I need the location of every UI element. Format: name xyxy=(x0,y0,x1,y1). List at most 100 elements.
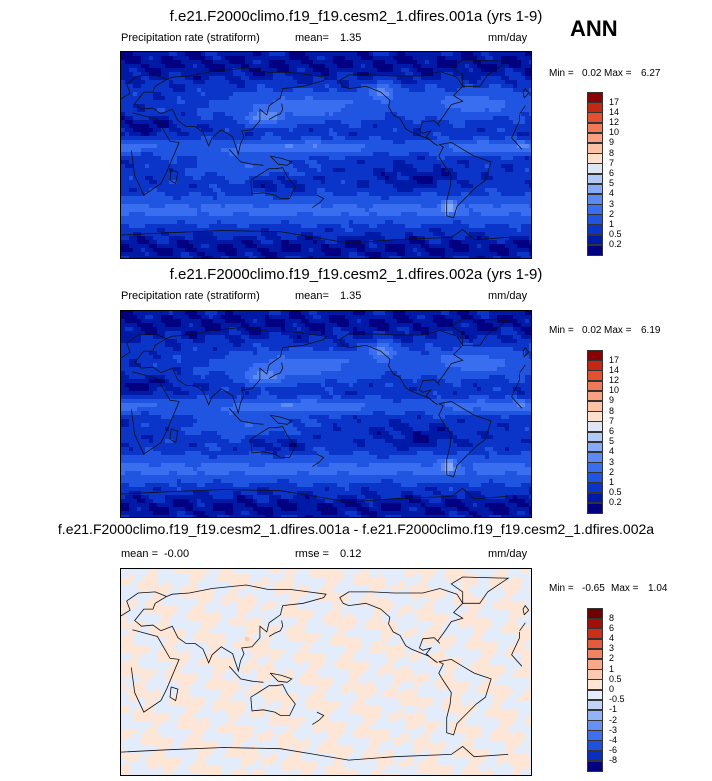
panel2-colorbar-cell xyxy=(587,482,603,494)
panel3-colorbar-cell xyxy=(587,628,603,640)
panel2-mean-label: mean= xyxy=(295,290,329,302)
panel2-max-label: Max = xyxy=(604,325,632,336)
panel3-colorbar-label: 6 xyxy=(609,622,615,633)
panel3-max-label: Max = xyxy=(611,583,639,594)
panel1-title: f.e21.F2000climo.f19_f19.cesm2_1.dfires.… xyxy=(169,8,543,25)
panel3-colorbar-label: 2 xyxy=(609,653,615,664)
panel3-colorbar-label: -4 xyxy=(609,734,618,745)
panel2-colorbar-cell xyxy=(587,400,603,412)
panel1-colorbar-cell xyxy=(587,183,603,195)
panel3-colorbar-cell xyxy=(587,669,603,680)
panel2-colorbar-cell xyxy=(587,411,603,422)
panel1-colorbar-cell xyxy=(587,193,603,205)
panel3-colorbar-label: 8 xyxy=(609,612,615,623)
panel3-colorbar-cell xyxy=(587,648,603,660)
panel2-colorbar-cell xyxy=(587,370,603,382)
panel1-variable-label: Precipitation rate (stratiform) xyxy=(121,32,260,44)
panel1-colorbar-cell xyxy=(587,244,603,256)
panel3-colorbar-cell xyxy=(587,658,603,670)
panel3-colorbar-label: 4 xyxy=(609,633,615,644)
panel1-mean-value: 1.35 xyxy=(340,32,362,44)
panel2-colorbar-cell xyxy=(587,472,603,483)
panel1-colorbar-cell xyxy=(587,204,603,215)
panel3-max-value: 1.04 xyxy=(648,583,668,594)
panel1-colorbar: 17 14 12 10 9 8 7 6 5 4 3 2 1 0.5 0.2 xyxy=(587,92,647,256)
panel1-colorbar-cell xyxy=(587,92,603,103)
panel2-colorbar-label: 5 xyxy=(609,436,615,447)
panel2-colorbar-cell xyxy=(587,390,603,402)
panel3-colorbar-label: 0 xyxy=(609,684,615,694)
panel3-colorbar-cell xyxy=(587,709,603,721)
panel2-colorbar-label: 3 xyxy=(609,456,615,467)
panel2-colorbar-label: 10 xyxy=(609,385,620,396)
panel1-colorbar-cell xyxy=(587,214,603,225)
panel1-colorbar-label: 0.2 xyxy=(609,239,622,250)
panel1-colorbar-label: 14 xyxy=(609,106,620,117)
panel2-colorbar-label: 0.2 xyxy=(609,497,622,508)
panel2-title: f.e21.F2000climo.f19_f19.cesm2_1.dfires.… xyxy=(169,266,543,283)
panel1-max-value: 6.27 xyxy=(641,68,661,79)
panel1-map-svg xyxy=(121,52,531,258)
panel1-min-value: 0.02 xyxy=(582,68,602,79)
panel2-min-value: 0.02 xyxy=(582,325,602,336)
panel2-units: mm/day xyxy=(488,290,528,302)
panel2-colorbar-label: 17 xyxy=(609,354,620,365)
panel3-colorbar-label: -6 xyxy=(609,745,618,756)
panel3-rmse-value: 0.12 xyxy=(340,548,362,560)
panel1-colorbar-label: 17 xyxy=(609,96,620,107)
panel2-colorbar-cell xyxy=(587,492,603,504)
panel3-colorbar-cell xyxy=(587,608,603,619)
panel1-colorbar-label: 3 xyxy=(609,198,615,209)
panel3-colorbar-label: -8 xyxy=(609,755,618,766)
panel1-colorbar-label: 1 xyxy=(609,218,615,229)
panel1-colorbar-label: 12 xyxy=(609,117,620,128)
panel1-colorbar-label: 7 xyxy=(609,157,615,168)
panel3-colorbar-cell xyxy=(587,730,603,741)
season-label: ANN xyxy=(570,16,618,41)
panel1-colorbar-label: 2 xyxy=(609,208,615,219)
panel1-mean-label: mean= xyxy=(295,32,329,44)
panel2-colorbar-label: 9 xyxy=(609,395,615,406)
panel2-colorbar-cell xyxy=(587,380,603,392)
panel3-rmse-label: rmse = xyxy=(295,548,329,560)
panel1-colorbar-cell xyxy=(587,102,603,113)
panel3-colorbar-cell xyxy=(587,679,603,690)
panel2-colorbar-label: 7 xyxy=(609,415,615,426)
panel2-colorbar-label: 12 xyxy=(609,375,620,386)
panel2-map-svg xyxy=(121,311,531,517)
panel1-colorbar-cell xyxy=(587,122,603,134)
panel2-colorbar-cell xyxy=(587,360,603,371)
panel1-colorbar-cell xyxy=(587,224,603,236)
panel2-colorbar: 17 14 12 10 9 8 7 6 5 4 3 2 1 0.5 0.2 xyxy=(587,350,647,514)
panel3-colorbar-cell xyxy=(587,760,603,772)
panel1-colorbar-cell xyxy=(587,173,603,185)
panel3-colorbar-cell xyxy=(587,699,603,711)
panel1-min-label: Min = xyxy=(549,68,574,79)
panel2-colorbar-label: 4 xyxy=(609,446,615,457)
panel2-colorbar-label: 6 xyxy=(609,426,615,436)
panel1-units: mm/day xyxy=(488,32,528,44)
panel2-colorbar-cell xyxy=(587,350,603,361)
panel1-colorbar-cell xyxy=(587,163,603,174)
panel2-colorbar-cell xyxy=(587,421,603,432)
panel1-colorbar-cell xyxy=(587,112,603,124)
panel1-colorbar-cell xyxy=(587,234,603,246)
panel3-colorbar-label: 3 xyxy=(609,643,615,654)
panel2-colorbar-cell xyxy=(587,502,603,514)
panel3-mean-value: -0.00 xyxy=(164,548,190,560)
panel3-colorbar-cell xyxy=(587,750,603,762)
panel1-colorbar-label: 9 xyxy=(609,137,615,148)
panel3-colorbar-cell xyxy=(587,740,603,752)
panel2-colorbar-label: 8 xyxy=(609,405,615,416)
panel3-colorbar-cell xyxy=(587,638,603,650)
panel1-colorbar-label: 4 xyxy=(609,188,615,199)
panel3-colorbar-label: -3 xyxy=(609,724,618,735)
panel3-colorbar-label: 1 xyxy=(609,663,615,674)
panel3-min-label: Min = xyxy=(549,583,574,594)
panel2-colorbar-label: 0.5 xyxy=(609,487,622,498)
panel1-colorbar-cell xyxy=(587,153,603,164)
panel3-colorbar-cell xyxy=(587,618,603,629)
panel2-colorbar-label: 14 xyxy=(609,364,620,375)
panel1-colorbar-label: 0.5 xyxy=(609,229,622,240)
panel3-colorbar-label: -1 xyxy=(609,704,618,715)
